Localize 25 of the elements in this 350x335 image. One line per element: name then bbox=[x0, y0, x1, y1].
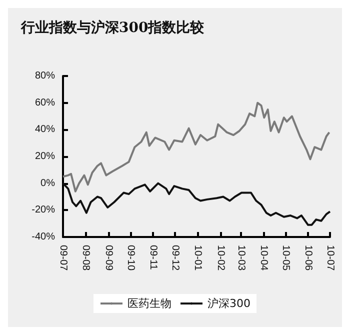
line-series bbox=[62, 182, 331, 226]
y-tick-label: 60% bbox=[34, 97, 56, 108]
x-tick-label: 10-02 bbox=[214, 245, 226, 272]
y-tick-label: 80% bbox=[34, 70, 56, 82]
x-tick-label: 10-03 bbox=[235, 245, 246, 272]
x-tick-label: 09-12 bbox=[169, 245, 180, 272]
legend-label: 医药生物 bbox=[128, 297, 172, 310]
y-tick-label: 0% bbox=[40, 178, 56, 189]
x-tick-label: 10-05 bbox=[280, 245, 291, 272]
y-tick-label: 20% bbox=[34, 151, 56, 162]
x-tick-label: 10-07 bbox=[324, 245, 336, 272]
legend-label: 沪深300 bbox=[208, 297, 250, 310]
x-tick-label: 10-01 bbox=[192, 245, 204, 272]
x-tick-label: 09-11 bbox=[147, 245, 158, 270]
x-tick-label: 09-09 bbox=[102, 245, 114, 272]
x-tick-label: 10-04 bbox=[258, 245, 269, 272]
x-tick-label: 10-06 bbox=[302, 245, 314, 272]
line-series bbox=[62, 102, 330, 192]
chart-title: 行业指数与沪深300指数比较 bbox=[20, 19, 206, 36]
x-tick-label: 09-10 bbox=[124, 245, 136, 272]
y-tick-label: -40% bbox=[32, 232, 56, 242]
x-tick-label: 09-08 bbox=[80, 245, 92, 272]
y-tick-label: 40% bbox=[34, 124, 56, 136]
y-tick-label: -20% bbox=[32, 204, 56, 216]
x-tick-label: 09-07 bbox=[58, 245, 68, 272]
